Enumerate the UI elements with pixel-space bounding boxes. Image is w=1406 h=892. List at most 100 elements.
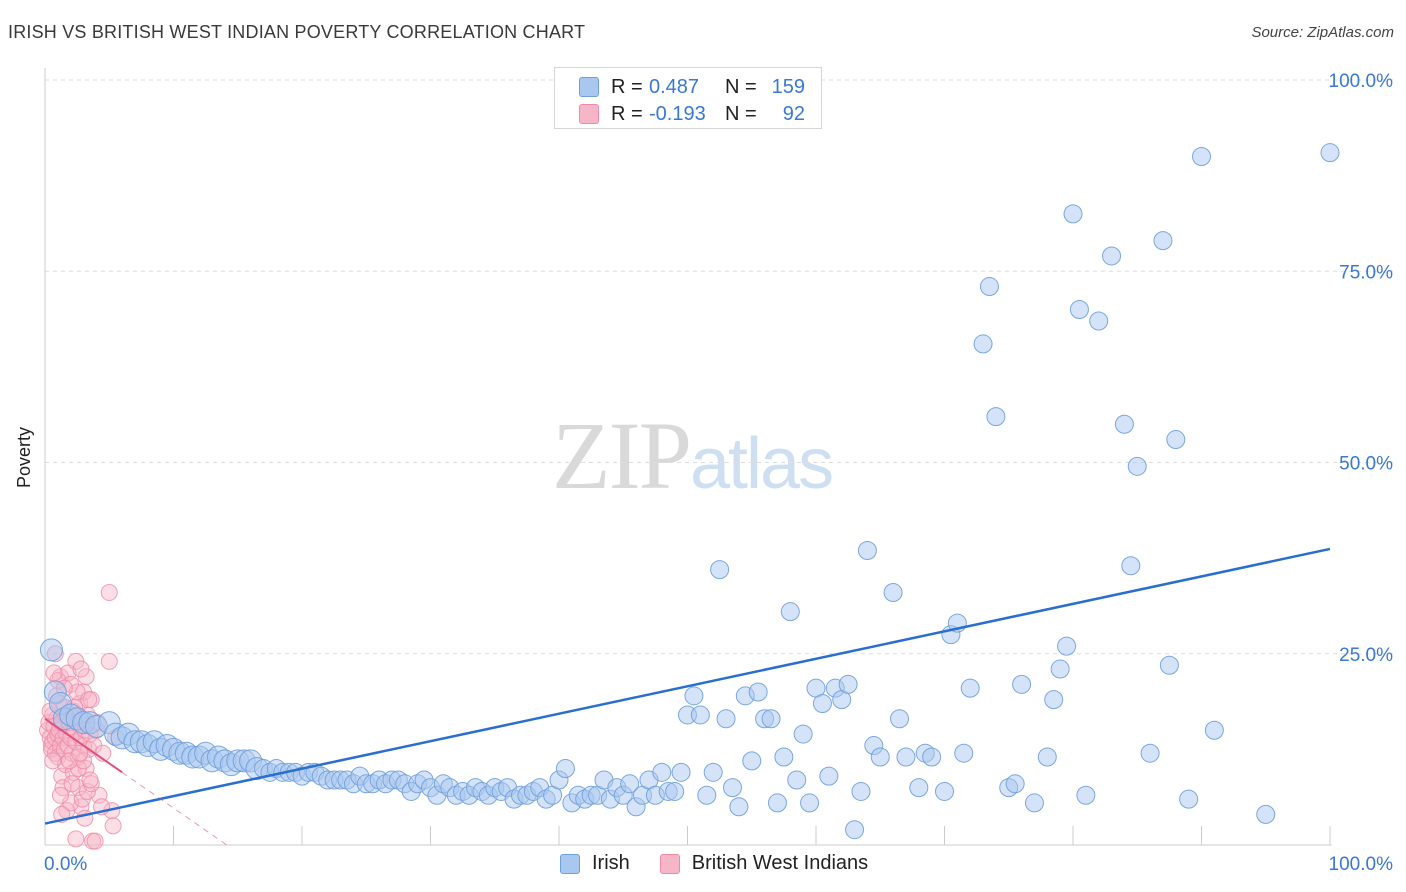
legend-item-irish[interactable]: Irish xyxy=(560,852,630,875)
irish-point xyxy=(774,747,794,767)
irish-point xyxy=(697,785,717,805)
series-legend: Irish British West Indians xyxy=(560,852,898,875)
legend-item-bwi[interactable]: British West Indians xyxy=(659,852,869,875)
bwi-point xyxy=(100,652,118,670)
n-label: N = xyxy=(725,75,757,98)
irish-point xyxy=(1005,774,1025,794)
bwi-swatch xyxy=(579,104,599,124)
y-tick-label: 25.0% xyxy=(1339,645,1393,666)
bwi-point xyxy=(67,830,85,848)
bwi-point xyxy=(72,660,90,678)
irish-point xyxy=(896,747,916,767)
irish-point xyxy=(1204,720,1224,740)
irish-point xyxy=(1076,785,1096,805)
irish-point xyxy=(671,762,691,782)
bwi-trend-extension xyxy=(121,771,228,846)
n-label: N = xyxy=(725,102,757,125)
bwi-point xyxy=(104,817,122,835)
watermark: ZIPatlas xyxy=(552,400,834,511)
bwi-point xyxy=(63,775,81,793)
irish-point xyxy=(1050,659,1070,679)
irish-point xyxy=(1153,231,1173,251)
irish-point xyxy=(1121,556,1141,576)
bwi-point xyxy=(45,664,63,682)
bwi-point xyxy=(44,752,62,770)
legend-label-bwi: British West Indians xyxy=(691,852,869,874)
irish-point xyxy=(800,793,820,813)
bwi-legend-swatch xyxy=(659,853,680,874)
r-value: 0.487 xyxy=(649,75,700,98)
irish-point xyxy=(742,751,762,771)
stats-legend: R = 0.487 N = 159 R = -0.193 N = 92 xyxy=(554,67,822,129)
irish-point xyxy=(555,759,575,778)
irish-point xyxy=(1044,690,1064,710)
n-value: 92 xyxy=(782,102,805,125)
irish-point xyxy=(1063,204,1083,224)
bwi-point xyxy=(75,752,93,770)
irish-point xyxy=(722,778,742,798)
irish-point xyxy=(1057,636,1077,656)
irish-point xyxy=(890,709,910,729)
x-tick-label: 100.0% xyxy=(1329,854,1394,875)
irish-point xyxy=(909,778,929,798)
bwi-point xyxy=(100,584,118,602)
y-tick-label: 75.0% xyxy=(1339,262,1393,283)
watermark-atlas: atlas xyxy=(690,424,834,504)
irish-point xyxy=(1159,655,1179,675)
stats-row-bwi: R = -0.193 N = 92 xyxy=(579,101,805,127)
irish-point xyxy=(1012,674,1032,694)
irish-point xyxy=(883,583,903,603)
irish-point xyxy=(1256,804,1276,824)
irish-point xyxy=(986,407,1006,427)
irish-point xyxy=(620,774,640,794)
irish-point xyxy=(690,705,710,725)
irish-point xyxy=(851,781,871,801)
irish-point xyxy=(39,638,63,662)
irish-point xyxy=(845,820,865,840)
n-value: 159 xyxy=(771,75,805,98)
irish-point xyxy=(1140,743,1160,763)
irish-point xyxy=(1166,430,1186,450)
chart-title: IRISH VS BRITISH WEST INDIAN POVERTY COR… xyxy=(8,22,586,42)
irish-point xyxy=(1024,793,1044,813)
r-label: R = xyxy=(611,102,643,125)
irish-point xyxy=(1320,143,1340,163)
irish-point xyxy=(652,762,672,782)
irish-point xyxy=(716,709,736,729)
y-axis-label: Poverty xyxy=(14,426,34,488)
irish-point xyxy=(1192,147,1211,166)
irish-point xyxy=(748,682,768,702)
irish-point xyxy=(922,747,942,767)
irish-point xyxy=(1069,300,1089,319)
irish-swatch xyxy=(579,77,599,97)
irish-point xyxy=(665,781,685,801)
irish-legend-swatch xyxy=(560,853,580,874)
irish-point xyxy=(767,793,787,813)
irish-point xyxy=(935,781,954,801)
irish-point xyxy=(787,770,807,790)
legend-label-irish: Irish xyxy=(592,852,630,874)
bwi-point xyxy=(81,771,99,789)
irish-point xyxy=(1102,246,1122,266)
irish-point xyxy=(973,334,993,354)
x-tick-label: 0.0% xyxy=(44,854,87,875)
irish-point xyxy=(838,674,858,694)
irish-point xyxy=(979,277,999,297)
bwi-point xyxy=(80,691,98,709)
bwi-point xyxy=(86,832,104,850)
stats-row-irish: R = 0.487 N = 159 xyxy=(579,74,805,100)
r-label: R = xyxy=(611,75,643,98)
irish-point xyxy=(857,540,877,560)
irish-point xyxy=(793,724,813,744)
irish-point xyxy=(960,678,980,698)
bwi-point xyxy=(51,786,69,804)
irish-point xyxy=(761,709,781,729)
irish-point xyxy=(1114,414,1134,434)
irish-point xyxy=(812,693,832,713)
irish-point xyxy=(780,602,800,622)
irish-point xyxy=(819,766,839,786)
irish-point xyxy=(1037,747,1057,767)
irish-point xyxy=(729,797,749,817)
irish-point xyxy=(954,743,974,763)
